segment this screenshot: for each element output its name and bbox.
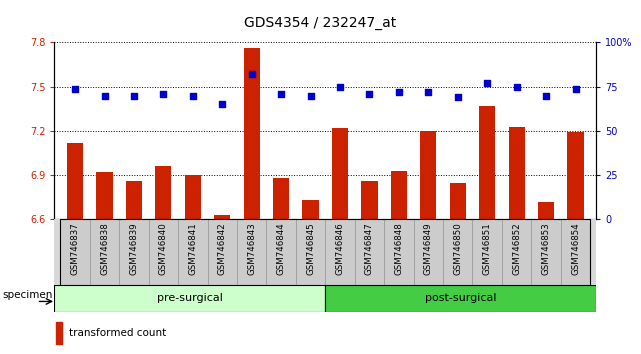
Bar: [149, 219, 178, 285]
Text: pre-surgical: pre-surgical: [157, 293, 223, 303]
Bar: [326, 219, 354, 285]
Bar: [450, 183, 466, 354]
Bar: [326, 219, 354, 285]
Bar: [384, 219, 413, 285]
Bar: [420, 131, 437, 354]
Text: GSM746854: GSM746854: [571, 222, 580, 275]
Text: GSM746845: GSM746845: [306, 222, 315, 275]
Bar: [332, 128, 348, 354]
Bar: [273, 178, 289, 354]
Bar: [67, 143, 83, 354]
Bar: [185, 175, 201, 354]
Text: GSM746839: GSM746839: [129, 222, 138, 275]
Bar: [391, 171, 407, 354]
Point: [394, 89, 404, 95]
Bar: [354, 219, 384, 285]
Point: [276, 91, 287, 97]
Text: specimen: specimen: [3, 290, 53, 300]
Point: [306, 93, 316, 98]
Bar: [362, 181, 378, 354]
Bar: [208, 219, 237, 285]
Text: GSM746837: GSM746837: [71, 222, 79, 275]
Bar: [126, 181, 142, 354]
Bar: [502, 219, 531, 285]
Bar: [561, 219, 590, 285]
Point: [247, 72, 257, 77]
Point: [335, 84, 345, 90]
Bar: [90, 219, 119, 285]
Point: [541, 93, 551, 98]
Bar: [443, 219, 472, 285]
Bar: [384, 219, 413, 285]
Bar: [208, 219, 237, 285]
Bar: [508, 126, 525, 354]
Point: [482, 80, 492, 86]
Point: [158, 91, 169, 97]
Bar: [149, 219, 178, 285]
Bar: [502, 219, 531, 285]
Text: GDS4354 / 232247_at: GDS4354 / 232247_at: [244, 16, 397, 30]
Point: [99, 93, 110, 98]
Bar: [214, 215, 230, 354]
Text: GSM746846: GSM746846: [335, 222, 344, 275]
Bar: [472, 219, 502, 285]
Text: GSM746838: GSM746838: [100, 222, 109, 275]
Text: GSM746851: GSM746851: [483, 222, 492, 275]
Bar: [56, 322, 62, 344]
Bar: [443, 219, 472, 285]
Bar: [561, 219, 590, 285]
Bar: [479, 106, 495, 354]
Text: GSM746840: GSM746840: [159, 222, 168, 275]
Text: GSM746841: GSM746841: [188, 222, 197, 275]
Bar: [96, 172, 113, 354]
Bar: [567, 132, 583, 354]
Bar: [60, 219, 90, 285]
Bar: [244, 48, 260, 354]
Text: GSM746852: GSM746852: [512, 222, 521, 275]
Bar: [155, 166, 172, 354]
Bar: [531, 219, 561, 285]
Text: post-surgical: post-surgical: [425, 293, 497, 303]
Bar: [119, 219, 149, 285]
Point: [217, 102, 228, 107]
Bar: [237, 219, 267, 285]
Text: GSM746849: GSM746849: [424, 222, 433, 275]
Bar: [54, 285, 326, 312]
Point: [423, 89, 433, 95]
Bar: [60, 219, 90, 285]
Bar: [119, 219, 149, 285]
Text: GSM746850: GSM746850: [453, 222, 462, 275]
Text: GSM746842: GSM746842: [218, 222, 227, 275]
Bar: [296, 219, 326, 285]
Bar: [296, 219, 326, 285]
Text: GSM746843: GSM746843: [247, 222, 256, 275]
Point: [129, 93, 139, 98]
Bar: [538, 202, 554, 354]
Bar: [472, 219, 502, 285]
Bar: [354, 219, 384, 285]
Text: GSM746848: GSM746848: [394, 222, 403, 275]
Bar: [267, 219, 296, 285]
Bar: [90, 219, 119, 285]
Point: [570, 86, 581, 91]
Bar: [326, 285, 596, 312]
Point: [364, 91, 374, 97]
Point: [188, 93, 198, 98]
Bar: [178, 219, 208, 285]
Text: transformed count: transformed count: [69, 328, 167, 338]
Bar: [413, 219, 443, 285]
Text: GSM746847: GSM746847: [365, 222, 374, 275]
Point: [512, 84, 522, 90]
Point: [70, 86, 80, 91]
Text: GSM746844: GSM746844: [277, 222, 286, 275]
Text: GSM746853: GSM746853: [542, 222, 551, 275]
Bar: [531, 219, 561, 285]
Bar: [413, 219, 443, 285]
Bar: [267, 219, 296, 285]
Bar: [237, 219, 267, 285]
Bar: [178, 219, 208, 285]
Bar: [303, 200, 319, 354]
Point: [453, 95, 463, 100]
